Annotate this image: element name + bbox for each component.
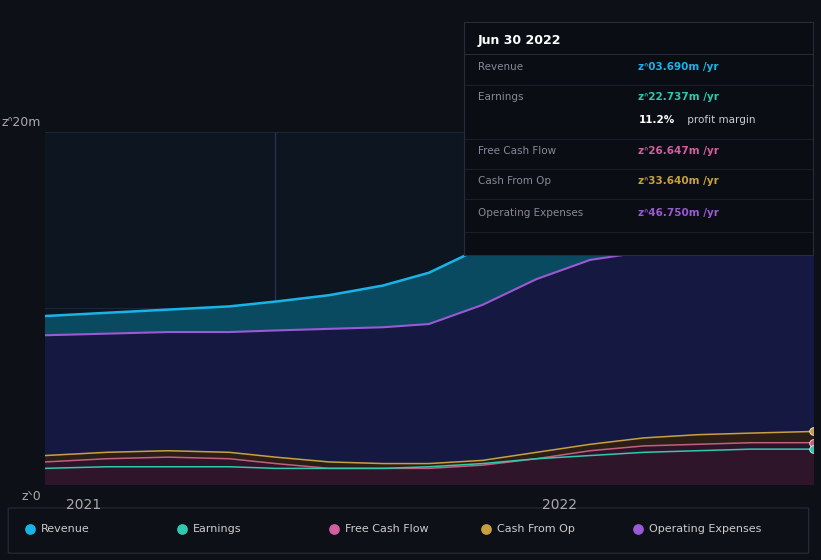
Point (806, 445, 819, 454)
Point (24, 524, 37, 533)
Text: Operating Expenses: Operating Expenses (649, 524, 761, 534)
Point (176, 524, 189, 533)
Text: Earnings: Earnings (193, 524, 241, 534)
Text: profit margin: profit margin (684, 115, 755, 125)
Text: Free Cash Flow: Free Cash Flow (478, 146, 556, 156)
Text: 2022: 2022 (542, 498, 577, 512)
Text: zᐢ33.640m /yr: zᐢ33.640m /yr (639, 176, 719, 186)
Text: zᐢ22.737m /yr: zᐢ22.737m /yr (639, 92, 719, 102)
Text: Revenue: Revenue (41, 524, 89, 534)
Text: Revenue: Revenue (478, 62, 523, 72)
Point (631, 524, 644, 533)
Point (806, 244, 819, 253)
Text: zᐢ26.647m /yr: zᐢ26.647m /yr (639, 146, 719, 156)
Text: zᐢ03.690m /yr: zᐢ03.690m /yr (639, 62, 719, 72)
Text: Cash From Op: Cash From Op (478, 176, 551, 186)
Text: Jun 30 2022: Jun 30 2022 (478, 34, 562, 47)
Point (479, 524, 493, 533)
Text: Cash From Op: Cash From Op (497, 524, 575, 534)
Point (328, 524, 341, 533)
Text: zᐢ20m: zᐢ20m (2, 116, 41, 129)
Text: zᐠ0: zᐠ0 (21, 490, 41, 503)
Point (806, 153, 819, 162)
Point (806, 438, 819, 447)
Text: zᐢ46.750m /yr: zᐢ46.750m /yr (639, 208, 719, 218)
Text: 2021: 2021 (66, 498, 101, 512)
Text: Earnings: Earnings (478, 92, 523, 102)
Text: Operating Expenses: Operating Expenses (478, 208, 583, 218)
Text: 11.2%: 11.2% (639, 115, 675, 125)
Point (806, 427, 819, 436)
Text: Free Cash Flow: Free Cash Flow (345, 524, 429, 534)
